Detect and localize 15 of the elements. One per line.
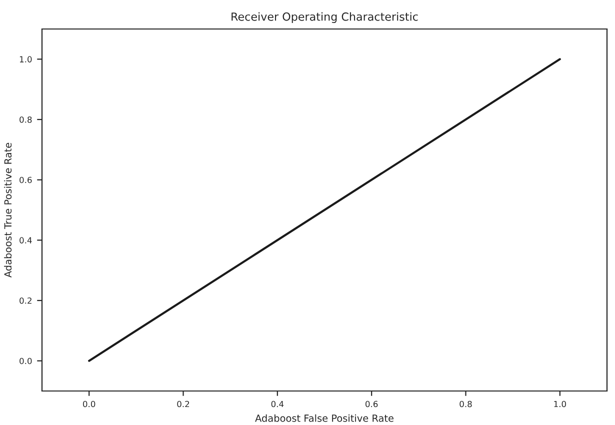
y-tick-label: 0.2 xyxy=(20,297,32,304)
x-axis-title: Adaboost False Positive Rate xyxy=(255,414,394,422)
y-tick-label: 0.0 xyxy=(20,358,32,364)
x-tick-label: 0.8 xyxy=(460,400,472,408)
chart-title: Receiver Operating Characteristic xyxy=(232,12,418,23)
x-tick-label: 0.6 xyxy=(366,400,378,408)
x-tick-label: 1.0 xyxy=(554,400,566,408)
y-tick-label: 0.4 xyxy=(20,237,32,244)
y-tick-label: 0.6 xyxy=(20,176,32,184)
y-tick-label: 0.8 xyxy=(20,116,32,123)
y-tick-label: 1.0 xyxy=(20,56,32,62)
x-tick-label: 0.2 xyxy=(177,400,190,408)
y-axis-title: Adaboost True Positive Rate xyxy=(4,142,12,278)
x-tick-label: 0.4 xyxy=(271,400,284,408)
x-tick-label: 0.0 xyxy=(83,400,96,408)
